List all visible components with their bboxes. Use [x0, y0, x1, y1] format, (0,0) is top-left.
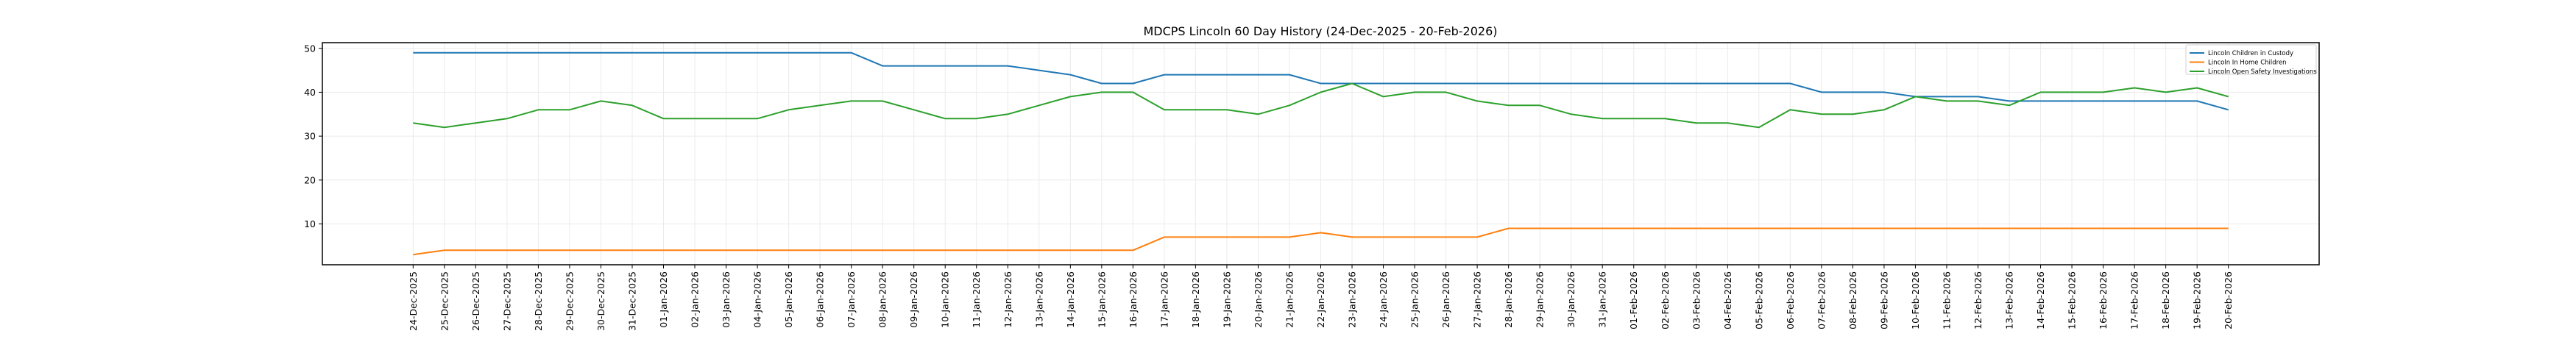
x-tick-label: 07-Jan-2026	[846, 271, 857, 328]
x-tick-label: 04-Jan-2026	[752, 271, 763, 328]
x-tick-label: 01-Jan-2026	[658, 271, 669, 328]
x-tick-label: 31-Jan-2026	[1597, 271, 1608, 328]
x-tick-label: 25-Dec-2025	[439, 271, 450, 331]
legend-box	[2185, 44, 2317, 75]
y-tick-label: 40	[304, 87, 316, 98]
x-tick-label: 04-Feb-2026	[1722, 271, 1733, 329]
x-axis: 24-Dec-2025 25-Dec-2025 26-Dec-2025 27-Dec-…	[408, 265, 2234, 331]
x-tick-label: 06-Feb-2026	[1785, 271, 1796, 329]
x-tick-label: 10-Jan-2026	[940, 271, 951, 328]
legend-label: Lincoln Children in Custody	[2208, 50, 2293, 57]
x-tick-label: 24-Dec-2025	[408, 271, 419, 331]
x-tick-label: 15-Jan-2026	[1096, 271, 1107, 328]
x-tick-label: 13-Feb-2026	[2004, 271, 2015, 329]
legend: Lincoln Children in Custody Lincoln In Ho…	[2185, 44, 2317, 76]
x-tick-label: 30-Dec-2025	[595, 271, 606, 331]
x-tick-label: 08-Feb-2026	[1847, 271, 1858, 329]
x-tick-label: 02-Feb-2026	[1660, 271, 1671, 329]
legend-label: Lincoln Open Safety Investigations	[2208, 68, 2317, 76]
x-tick-label: 03-Feb-2026	[1691, 271, 1702, 329]
x-tick-label: 14-Jan-2026	[1065, 271, 1076, 328]
x-tick-label: 16-Jan-2026	[1128, 271, 1139, 328]
x-tick-label: 11-Feb-2026	[1941, 271, 1952, 329]
x-tick-label: 31-Dec-2025	[626, 271, 637, 331]
x-tick-label: 17-Feb-2026	[2129, 271, 2140, 329]
x-tick-label: 02-Jan-2026	[690, 271, 701, 328]
series-lines	[413, 51, 2229, 256]
x-tick-label: 23-Jan-2026	[1347, 271, 1358, 328]
x-tick-label: 12-Jan-2026	[1002, 271, 1013, 328]
x-tick-label: 29-Jan-2026	[1535, 271, 1546, 328]
x-tick-label: 03-Jan-2026	[721, 271, 732, 328]
x-tick-label: 05-Feb-2026	[1753, 271, 1764, 329]
x-tick-label: 27-Jan-2026	[1472, 271, 1483, 328]
x-tick-label: 24-Jan-2026	[1378, 271, 1389, 328]
y-tick-label: 10	[304, 218, 316, 229]
x-tick-label: 09-Feb-2026	[1878, 271, 1889, 329]
x-tick-label: 22-Jan-2026	[1315, 271, 1326, 328]
x-tick-label: 18-Jan-2026	[1190, 271, 1201, 328]
x-tick-label: 21-Jan-2026	[1284, 271, 1295, 328]
x-tick-label: 15-Feb-2026	[2067, 271, 2078, 329]
x-tick-label: 19-Feb-2026	[2192, 271, 2203, 329]
x-tick-label: 10-Feb-2026	[1910, 271, 1921, 329]
grid	[322, 43, 2319, 265]
x-tick-label: 01-Feb-2026	[1628, 271, 1639, 329]
x-tick-label: 12-Feb-2026	[1972, 271, 1984, 329]
x-tick-label: 19-Jan-2026	[1221, 271, 1232, 328]
x-tick-label: 07-Feb-2026	[1816, 271, 1827, 329]
y-tick-label: 50	[304, 43, 316, 54]
x-tick-label: 28-Jan-2026	[1503, 271, 1514, 328]
x-tick-label: 18-Feb-2026	[2160, 271, 2171, 329]
x-tick-label: 05-Jan-2026	[783, 271, 794, 328]
x-tick-label: 20-Feb-2026	[2223, 271, 2234, 329]
x-tick-label: 14-Feb-2026	[2035, 271, 2046, 329]
legend-label: Lincoln In Home Children	[2208, 60, 2287, 67]
series-line-2	[413, 82, 2229, 129]
series-line-1	[413, 227, 2229, 256]
chart-title: MDCPS Lincoln 60 Day History (24-Dec-202…	[1143, 24, 1497, 38]
y-tick-label: 20	[304, 174, 316, 185]
x-tick-label: 30-Jan-2026	[1565, 271, 1577, 328]
x-tick-label: 25-Jan-2026	[1409, 271, 1420, 328]
x-tick-label: 17-Jan-2026	[1158, 271, 1170, 328]
x-tick-label: 26-Dec-2025	[470, 271, 481, 331]
x-tick-label: 29-Dec-2025	[564, 271, 575, 331]
x-tick-label: 08-Jan-2026	[877, 271, 888, 328]
series-line-0	[413, 51, 2229, 111]
x-tick-label: 09-Jan-2026	[908, 271, 919, 328]
x-tick-label: 13-Jan-2026	[1033, 271, 1044, 328]
x-tick-label: 11-Jan-2026	[971, 271, 982, 328]
x-tick-label: 26-Jan-2026	[1440, 271, 1451, 328]
x-tick-label: 06-Jan-2026	[815, 271, 826, 328]
x-tick-label: 20-Jan-2026	[1253, 271, 1264, 328]
x-tick-label: 28-Dec-2025	[533, 271, 544, 331]
x-tick-label: 16-Feb-2026	[2098, 271, 2109, 329]
y-tick-label: 30	[304, 131, 316, 142]
y-axis: 10 20 30 40 50	[304, 43, 322, 229]
x-tick-label: 27-Dec-2025	[501, 271, 512, 331]
